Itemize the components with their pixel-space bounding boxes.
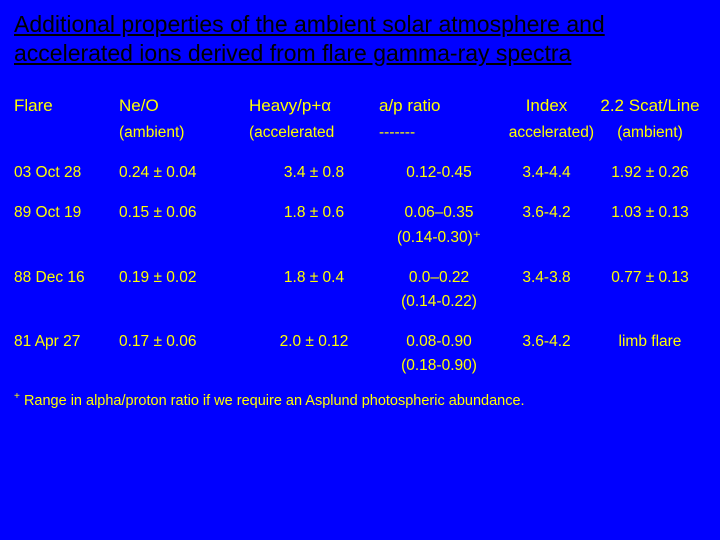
cell-neo: 0.17 ± 0.06 [119,333,249,351]
table-subrow: (0.14-0.30)⁺ [14,228,706,247]
cell-neo: 0.15 ± 0.06 [119,204,249,222]
table-subheader-row: (ambient) (accelerated ------- accelerat… [14,124,706,142]
cell-flare: 03 Oct 28 [14,164,119,182]
col-header-heavy: Heavy/p+α [249,96,379,116]
cell-ap-sub: (0.14-0.22) [379,293,499,311]
cell-ap: 0.08-0.90 [379,333,499,351]
footnote: + Range in alpha/proton ratio if we requ… [14,391,706,409]
cell-index: 3.4-3.8 [499,269,594,287]
cell-flare: 81 Apr 27 [14,333,119,351]
cell-ap: 0.12-0.45 [379,164,499,182]
cell-scat: limb flare [594,333,706,351]
cell-index: 3.6-4.2 [499,333,594,351]
table-row: 89 Oct 190.15 ± 0.061.8 ± 0.60.06–0.353.… [14,204,706,222]
subheader-accel-left: (accelerated [249,124,379,142]
table-header-row: Flare Ne/O Heavy/p+α a/p ratio Index 2.2… [14,96,706,116]
cell-neo: 0.19 ± 0.02 [119,269,249,287]
cell-flare: 88 Dec 16 [14,269,119,287]
cell-ap-sub: (0.18-0.90) [379,357,499,375]
subheader-accel-right: accelerated) [499,124,594,142]
cell-ap-sub: (0.14-0.30)⁺ [379,228,499,247]
col-header-ap: a/p ratio [379,96,499,116]
subheader-dashes: ------- [379,124,499,142]
cell-neo: 0.24 ± 0.04 [119,164,249,182]
cell-scat: 0.77 ± 0.13 [594,269,706,287]
col-header-index: Index [499,96,594,116]
table-row: 81 Apr 270.17 ± 0.062.0 ± 0.120.08-0.903… [14,333,706,351]
table-row: 03 Oct 280.24 ± 0.043.4 ± 0.80.12-0.453.… [14,164,706,182]
cell-heavy: 3.4 ± 0.8 [249,164,379,182]
cell-ap: 0.06–0.35 [379,204,499,222]
cell-heavy: 2.0 ± 0.12 [249,333,379,351]
cell-heavy: 1.8 ± 0.4 [249,269,379,287]
footnote-text: Range in alpha/proton ratio if we requir… [20,392,525,408]
cell-scat: 1.92 ± 0.26 [594,164,706,182]
cell-ap: 0.0–0.22 [379,269,499,287]
cell-scat: 1.03 ± 0.13 [594,204,706,222]
data-table: Flare Ne/O Heavy/p+α a/p ratio Index 2.2… [14,96,706,375]
subheader-ambient2: (ambient) [594,124,706,142]
slide-title: Additional properties of the ambient sol… [14,10,706,68]
cell-flare: 89 Oct 19 [14,204,119,222]
table-subrow: (0.18-0.90) [14,357,706,375]
table-subrow: (0.14-0.22) [14,293,706,311]
col-header-neo: Ne/O [119,96,249,116]
col-header-scat: 2.2 Scat/Line [594,96,706,116]
cell-heavy: 1.8 ± 0.6 [249,204,379,222]
col-header-flare: Flare [14,96,119,116]
slide: Additional properties of the ambient sol… [0,0,720,540]
subheader-ambient1: (ambient) [119,124,249,142]
table-row: 88 Dec 160.19 ± 0.021.8 ± 0.40.0–0.223.4… [14,269,706,287]
cell-index: 3.6-4.2 [499,204,594,222]
cell-index: 3.4-4.4 [499,164,594,182]
